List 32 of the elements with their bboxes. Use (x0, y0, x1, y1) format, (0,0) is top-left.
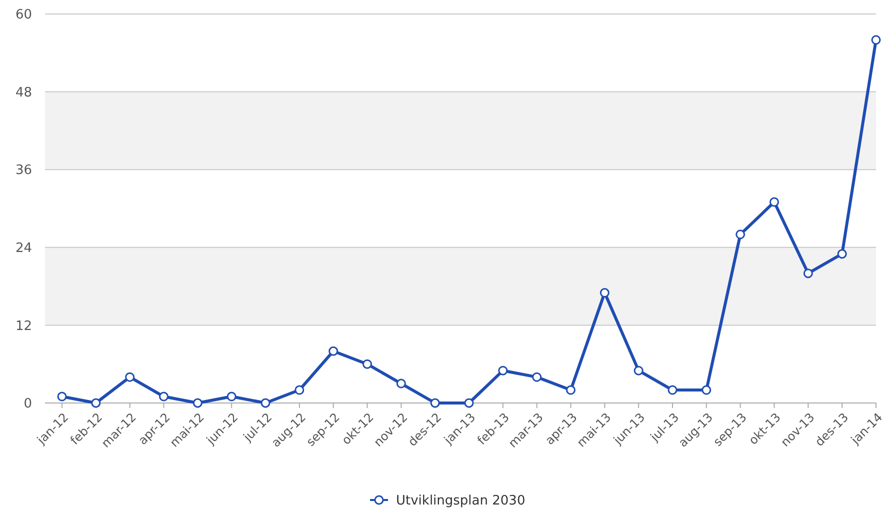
point (803, 268, 813, 278)
point (532, 372, 542, 382)
point (430, 398, 440, 408)
point (770, 197, 779, 207)
point (498, 366, 508, 376)
y-tick-label: 60 (15, 8, 32, 23)
point (702, 385, 712, 395)
point (600, 288, 610, 298)
point (192, 398, 202, 408)
y-tick-label: 24 (15, 240, 32, 256)
point (634, 366, 644, 376)
point (736, 230, 746, 240)
point (159, 392, 168, 402)
point (91, 398, 101, 408)
point (260, 398, 270, 408)
y-tick-label: 36 (15, 163, 32, 178)
y-tick-label: 12 (15, 318, 32, 334)
point (566, 385, 576, 395)
point (294, 385, 304, 395)
point (226, 392, 236, 402)
point (125, 372, 135, 382)
y-tick-label: 48 (15, 85, 32, 100)
point (668, 385, 678, 395)
point (837, 249, 847, 259)
point (362, 359, 372, 369)
legend-label: Utviklingsplan 2030 (396, 494, 526, 509)
point (396, 378, 406, 388)
point (871, 35, 881, 45)
point (464, 398, 474, 408)
point (57, 392, 67, 402)
y-tick-label: 0 (24, 396, 32, 412)
point (328, 346, 338, 356)
